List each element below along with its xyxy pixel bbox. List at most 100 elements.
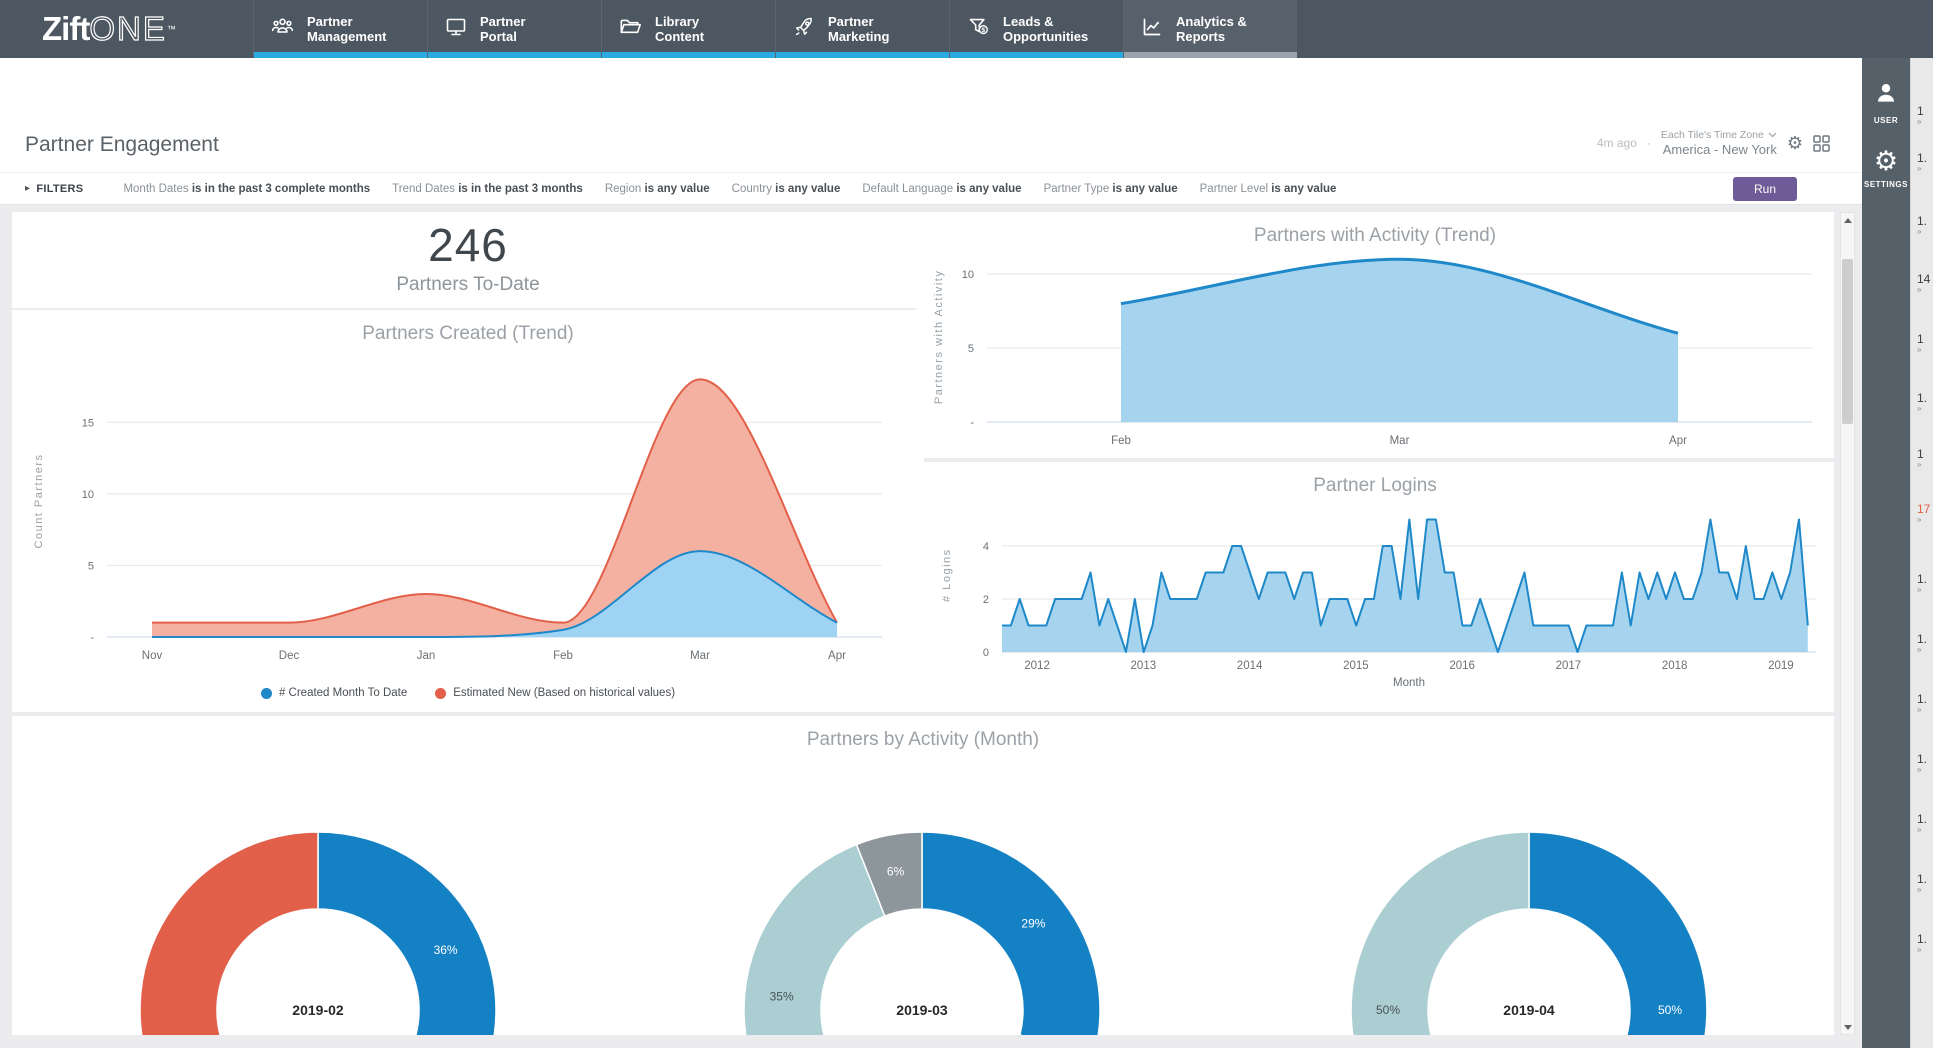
- filter-country[interactable]: Country is any value: [732, 183, 841, 195]
- primary-nav: Partner Management Partner Portal Librar…: [253, 0, 1297, 58]
- nav-item-partner-marketing[interactable]: Partner Marketing: [775, 0, 949, 58]
- filter-partner-level[interactable]: Partner Level is any value: [1200, 183, 1337, 195]
- partners-to-date-tile: 246 Partners To-Date: [12, 212, 924, 308]
- logo-light-text: ONE: [89, 10, 167, 48]
- nav-item-label: Leads & Opportunities: [1003, 14, 1088, 45]
- page-header: Partner Engagement 4m ago · Each Tile's …: [0, 58, 1862, 172]
- filter-trend-dates[interactable]: Trend Dates is in the past 3 months: [392, 183, 583, 195]
- gear-icon[interactable]: ⚙: [1787, 133, 1803, 154]
- svg-text:4: 4: [983, 541, 989, 553]
- svg-text:2018: 2018: [1662, 660, 1688, 672]
- nav-item-library-content[interactable]: Library Content: [601, 0, 775, 58]
- ziftone-logo[interactable]: ZiftONE™: [0, 0, 253, 58]
- nav-item-label: Partner Marketing: [828, 14, 889, 45]
- page-title: Partner Engagement: [25, 133, 219, 157]
- svg-text:Jan: Jan: [417, 650, 436, 662]
- scrollbar-thumb[interactable]: [1842, 259, 1853, 424]
- svg-text:Apr: Apr: [828, 650, 846, 662]
- svg-text:2019-04: 2019-04: [1503, 1002, 1555, 1018]
- sidebar-item-settings[interactable]: ⚙SETTINGS: [1862, 147, 1910, 189]
- svg-text:Nov: Nov: [142, 650, 163, 662]
- scroll-up-arrow[interactable]: [1841, 213, 1854, 227]
- monitor-icon: [443, 15, 469, 42]
- page: Partner Engagement 4m ago · Each Tile's …: [0, 58, 1862, 1048]
- svg-text:35%: 35%: [770, 990, 794, 1004]
- folder-icon: [617, 15, 644, 42]
- svg-text:-: -: [970, 417, 974, 429]
- user-icon: [1873, 80, 1899, 111]
- sidebar-item-label: USER: [1874, 116, 1898, 125]
- nav-item-label: Partner Portal: [480, 14, 526, 45]
- svg-text:10: 10: [962, 269, 974, 281]
- partners-to-date-label: Partners To-Date: [12, 274, 924, 296]
- legend-entry[interactable]: # Created Month To Date: [261, 687, 407, 699]
- nav-underline: [950, 52, 1123, 58]
- svg-text:0: 0: [983, 647, 989, 659]
- edge-strip-item: 1.»: [1917, 873, 1927, 895]
- edge-strip-item: 1.»: [1917, 753, 1927, 775]
- filter-bar: ▸ FILTERS Month Dates is in the past 3 c…: [0, 172, 1862, 205]
- last-updated: 4m ago: [1597, 136, 1637, 150]
- nav-item-leads-opportunities[interactable]: $ Leads & Opportunities: [949, 0, 1123, 58]
- filters-label: FILTERS: [36, 183, 83, 195]
- svg-text:2015: 2015: [1343, 660, 1369, 672]
- chevron-down-icon: [1768, 132, 1777, 138]
- cropped-edge-strip: 1»1.»1.»14»1»1.»1»17»1.»1.»1.»1.»1.»1.»1…: [1910, 58, 1933, 1048]
- filter-default-language[interactable]: Default Language is any value: [862, 183, 1021, 195]
- partners-by-activity-donuts: 36%64%2019-0229%35%6%2019-0350%50%2019-0…: [12, 766, 1834, 1035]
- partners-by-activity-title: Partners by Activity (Month): [12, 716, 1834, 751]
- svg-text:6%: 6%: [887, 864, 905, 878]
- nav-item-label: Partner Management: [307, 14, 386, 45]
- filter-partner-type[interactable]: Partner Type is any value: [1044, 183, 1178, 195]
- edge-strip-item: 1.»: [1917, 813, 1927, 835]
- svg-text:2017: 2017: [1556, 660, 1582, 672]
- partners-created-title: Partners Created (Trend): [12, 310, 924, 345]
- nav-item-label: Analytics & Reports: [1176, 14, 1247, 45]
- nav-item-analytics-reports[interactable]: Analytics & Reports: [1123, 0, 1297, 58]
- svg-text:$: $: [981, 27, 985, 34]
- rocket-icon: [791, 15, 817, 42]
- timezone-selector[interactable]: Each Tile's Time Zone America - New York: [1661, 129, 1777, 158]
- edge-strip-item: 1.»: [1917, 933, 1927, 955]
- svg-text:Month: Month: [1393, 677, 1425, 689]
- run-button[interactable]: Run: [1733, 177, 1797, 201]
- grid-icon[interactable]: [1813, 135, 1830, 152]
- svg-text:50%: 50%: [1658, 1003, 1682, 1017]
- filters-toggle[interactable]: ▸ FILTERS: [25, 183, 83, 195]
- edge-strip-item: 14»: [1917, 273, 1930, 295]
- svg-text:5: 5: [968, 343, 974, 355]
- logo-bold-text: Zift: [42, 10, 89, 48]
- chart-line-icon: [1139, 15, 1165, 42]
- dot-separator: ·: [1647, 136, 1651, 150]
- nav-item-partner-management[interactable]: Partner Management: [253, 0, 427, 58]
- right-sidebar: USER ⚙SETTINGS: [1862, 58, 1910, 1048]
- filter-region[interactable]: Region is any value: [605, 183, 710, 195]
- funnel-dollar-icon: $: [965, 15, 992, 42]
- nav-underline: [602, 52, 775, 58]
- edge-strip-item: 1.»: [1917, 633, 1927, 655]
- svg-text:Mar: Mar: [690, 650, 710, 662]
- partners-with-activity-tile: Partners with Activity (Trend) 105-FebMa…: [916, 212, 1834, 458]
- vertical-scrollbar[interactable]: [1840, 212, 1855, 1035]
- partners-created-trend-tile: Partners Created (Trend) 15105-NovDecJan…: [12, 310, 924, 712]
- nav-underline: [1124, 52, 1297, 58]
- svg-text:10: 10: [82, 489, 94, 501]
- edge-strip-item: 1»: [1917, 448, 1924, 470]
- partners-with-activity-title: Partners with Activity (Trend): [916, 212, 1834, 247]
- nav-item-partner-portal[interactable]: Partner Portal: [427, 0, 601, 58]
- nav-underline: [254, 52, 427, 58]
- partner-logins-tile: Partner Logins 4202012201320142015201620…: [916, 462, 1834, 712]
- filter-month-dates[interactable]: Month Dates is in the past 3 complete mo…: [123, 183, 370, 195]
- sidebar-item-label: SETTINGS: [1864, 180, 1908, 189]
- sidebar-item-user[interactable]: USER: [1862, 80, 1910, 125]
- svg-text:# Logins: # Logins: [941, 548, 953, 602]
- edge-strip-item: 1.»: [1917, 693, 1927, 715]
- edge-strip-item: 1»: [1917, 333, 1924, 355]
- timezone-value: America - New York: [1663, 142, 1777, 158]
- scroll-down-arrow[interactable]: [1841, 1020, 1854, 1034]
- edge-strip-item: 1.»: [1917, 215, 1927, 237]
- legend-dot-icon: [261, 688, 272, 699]
- legend-entry[interactable]: Estimated New (Based on historical value…: [435, 687, 675, 699]
- svg-text:2013: 2013: [1131, 660, 1157, 672]
- nav-item-label: Library Content: [655, 14, 704, 45]
